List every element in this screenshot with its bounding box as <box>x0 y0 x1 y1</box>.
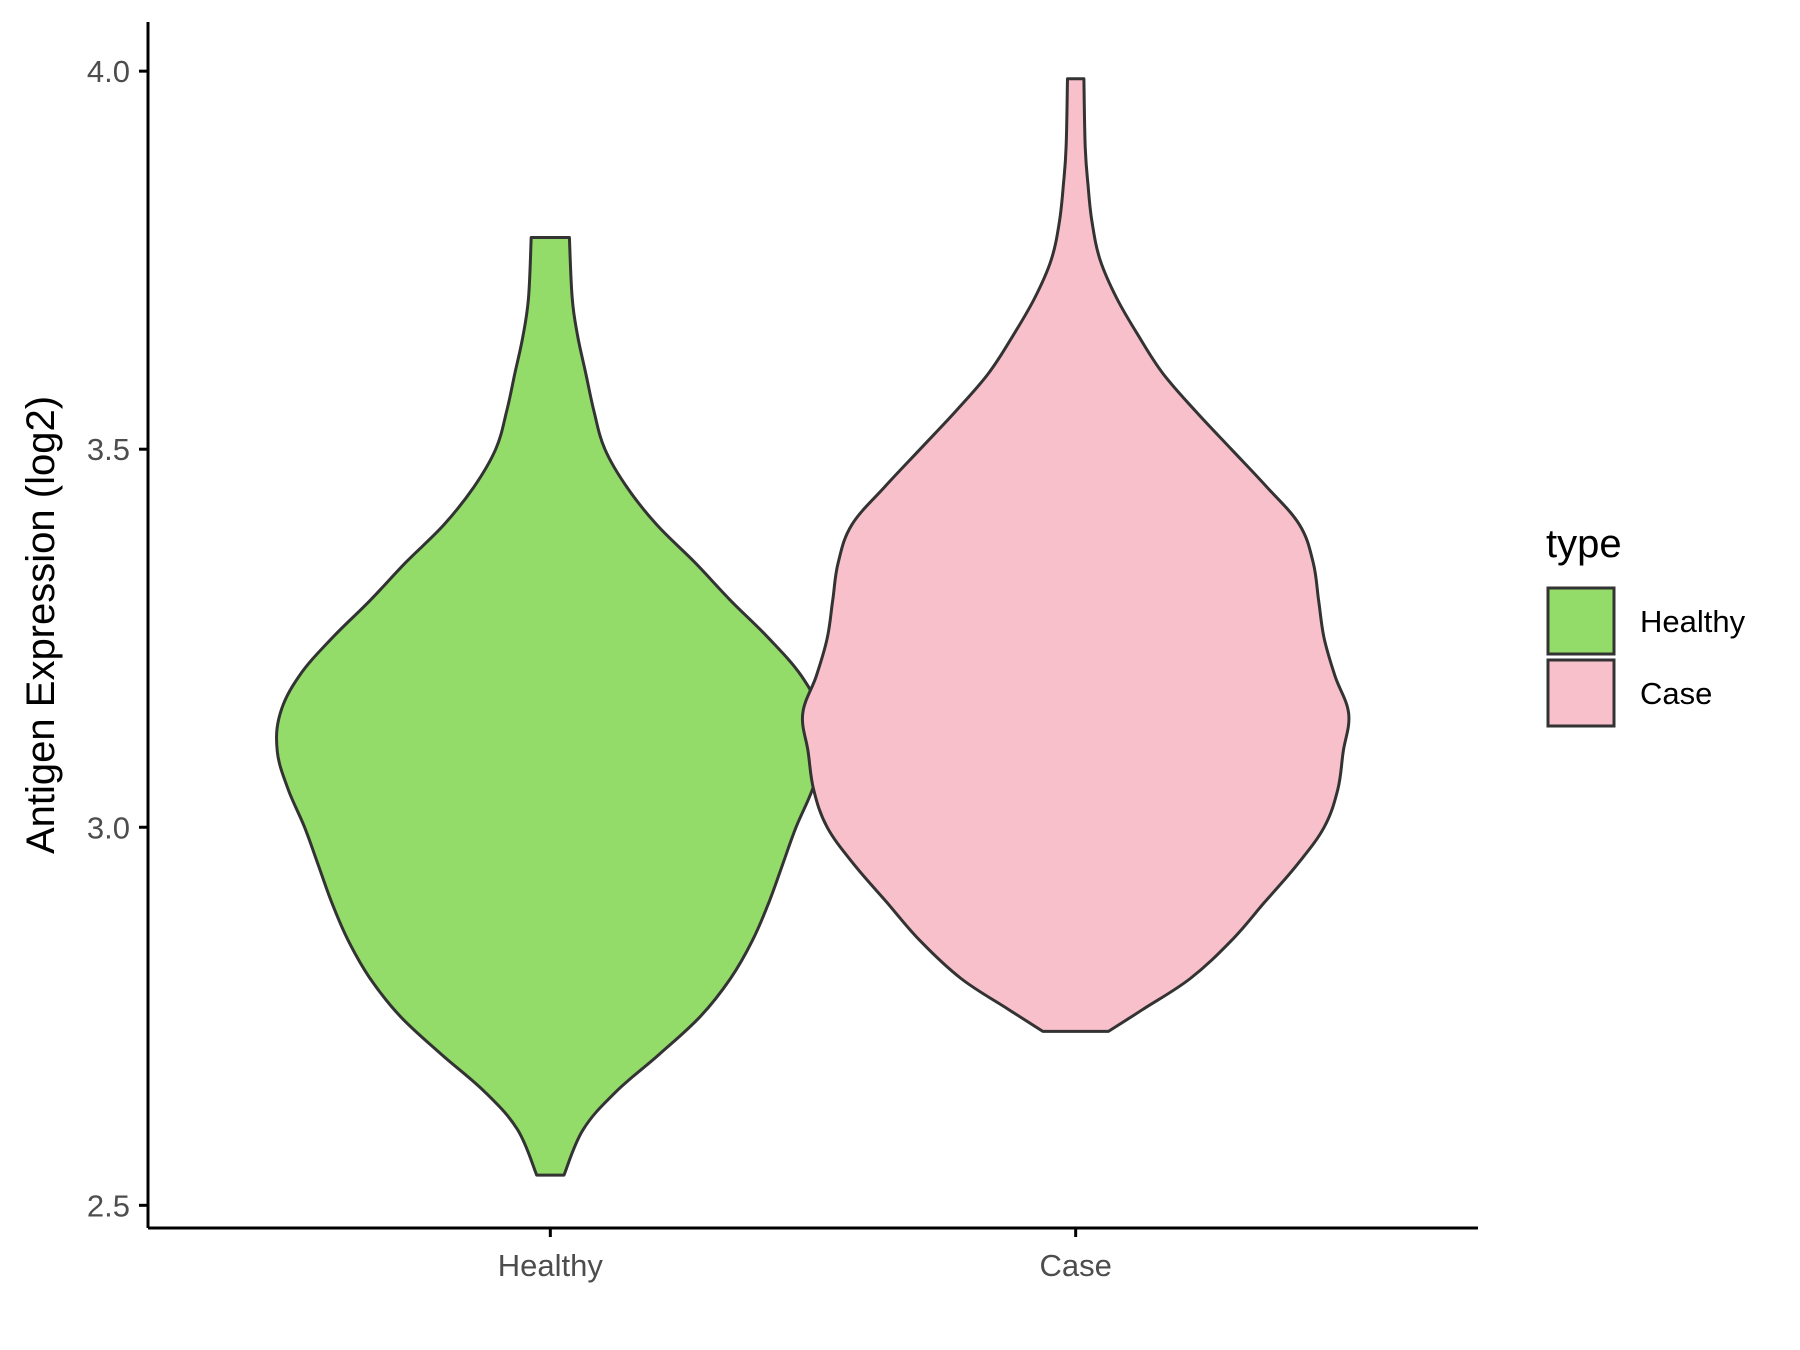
legend-label: Healthy <box>1640 604 1746 639</box>
legend-title: type <box>1546 522 1622 566</box>
y-tick-label: 3.5 <box>87 432 130 467</box>
y-tick-label: 3.0 <box>87 810 130 845</box>
legend: type Healthy Case <box>1546 522 1746 728</box>
x-tick-label: Case <box>1039 1248 1111 1283</box>
y-tick-label: 2.5 <box>87 1188 130 1223</box>
violin-layer <box>275 77 1351 1177</box>
violin-healthy <box>275 236 826 1177</box>
y-tick-label: 4.0 <box>87 54 130 89</box>
legend-label: Case <box>1640 676 1712 711</box>
legend-entries: Healthy Case <box>1546 586 1746 728</box>
x-axis-ticks: Healthy Case <box>498 1228 1112 1283</box>
violin-case <box>800 77 1351 1033</box>
y-axis-ticks: 2.5 3.0 3.5 4.0 <box>87 54 148 1223</box>
y-axis-title: Antigen Expression (log2) <box>19 396 63 854</box>
legend-key-case <box>1546 658 1616 728</box>
x-tick-label: Healthy <box>498 1248 604 1283</box>
legend-key-healthy <box>1546 586 1616 656</box>
